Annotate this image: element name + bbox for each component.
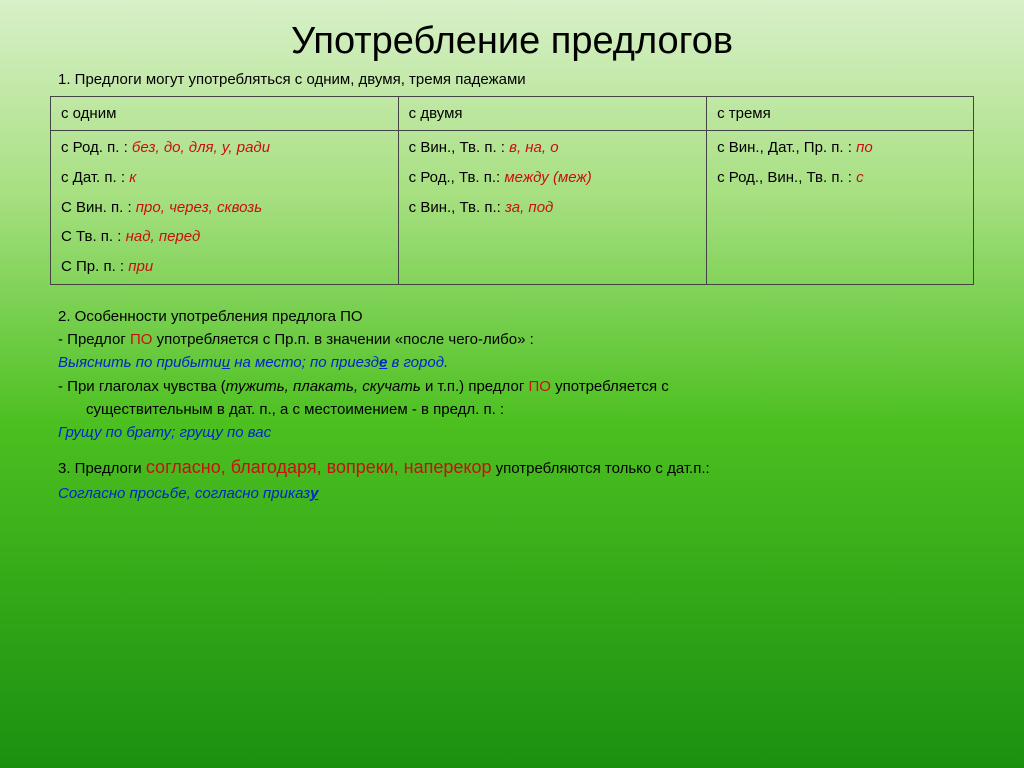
s3-exu: у [310,485,318,502]
cell-col1: с Род. п. : без, до, для, у, ради с Дат.… [51,131,399,285]
col-header-3: с тремя [707,97,974,131]
c1-l2-red: к [129,169,136,186]
s2-l1a: - Предлог [58,331,130,348]
c2-l2-prefix: с Род., Тв. п.: [409,169,505,186]
c1-l4-red: над, перед [126,228,201,245]
c3-l2-red: с [856,169,864,186]
cell-col3: с Вин., Дат., Пр. п. : по с Род., Вин., … [707,131,974,285]
c3-l1-red: по [856,139,873,156]
c2-l3-red: за, под [505,199,553,216]
s3-exa: Согласно просьбе, согласно приказ [58,485,310,502]
s2-l1b: употребляется с Пр.п. в значении «после … [152,331,533,348]
c1-l5-red: при [128,258,153,275]
s2-l2a: - При глаголах чувства ( [58,378,226,395]
cell-col2: с Вин., Тв. п. : в, на, о с Род., Тв. п.… [398,131,706,285]
s2-ex2: Грущу по брату; грущу по вас [58,421,974,444]
c1-l4-prefix: С Тв. п. : [61,228,126,245]
c2-l1-prefix: с Вин., Тв. п. : [409,139,509,156]
c1-l5-prefix: С Пр. п. : [61,258,128,275]
c2-l3-prefix: с Вин., Тв. п.: [409,199,505,216]
c1-l1-prefix: с Род. п. : [61,139,132,156]
s2-l2-po: ПО [528,378,550,395]
c2-l1-red: в, на, о [509,139,558,156]
s2-ex1u1: и [222,354,230,371]
c1-l3-prefix: С Вин. п. : [61,199,136,216]
s3-la: 3. Предлоги [58,460,146,477]
c1-l1-red: без, до, для, у, ради [132,139,270,156]
intro-text: 1. Предлоги могут употребляться с одним,… [50,71,974,88]
c3-l2-prefix: с Род., Вин., Тв. п. : [717,169,856,186]
prepositions-table: с одним с двумя с тремя с Род. п. : без,… [50,96,974,285]
c2-l2-red: между (меж) [504,169,591,186]
s2-l1-po: ПО [130,331,152,348]
c1-l2-prefix: с Дат. п. : [61,169,129,186]
page-title: Употребление предлогов [50,20,974,63]
s3-lb: употребляются только с дат.п.: [491,460,709,477]
s2-ex1a: Выяснить по прибыти [58,354,222,371]
s2-heading: 2. Особенности употребления предлога ПО [58,305,974,328]
s2-ex1c: в город. [387,354,448,371]
section-3: 3. Предлоги согласно, благодаря, вопреки… [50,454,974,505]
col-header-2: с двумя [398,97,706,131]
s2-l2-ital: тужить, плакать, скучать [226,378,421,395]
s2-l2d: существительным в дат. п., а с местоимен… [58,398,974,421]
section-2: 2. Особенности употребления предлога ПО … [50,305,974,445]
s2-l2c: употребляется с [551,378,669,395]
c1-l3-red: про, через, сквозь [136,199,262,216]
s3-red: согласно, благодаря, вопреки, наперекор [146,457,492,477]
col-header-1: с одним [51,97,399,131]
c3-l1-prefix: с Вин., Дат., Пр. п. : [717,139,856,156]
s2-l2b: и т.п.) предлог [421,378,529,395]
s2-ex1b: на место; по приезд [230,354,379,371]
